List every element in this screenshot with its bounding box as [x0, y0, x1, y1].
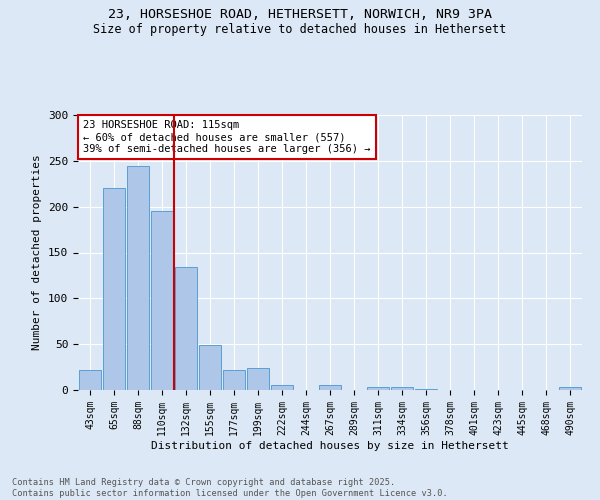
Text: Contains HM Land Registry data © Crown copyright and database right 2025.
Contai: Contains HM Land Registry data © Crown c… — [12, 478, 448, 498]
Bar — [223, 370, 245, 390]
Bar — [127, 166, 149, 390]
Bar — [415, 389, 437, 390]
Text: 23, HORSESHOE ROAD, HETHERSETT, NORWICH, NR9 3PA: 23, HORSESHOE ROAD, HETHERSETT, NORWICH,… — [108, 8, 492, 20]
Bar — [367, 387, 389, 390]
X-axis label: Distribution of detached houses by size in Hethersett: Distribution of detached houses by size … — [151, 440, 509, 450]
Bar — [151, 211, 173, 390]
Text: 23 HORSESHOE ROAD: 115sqm
← 60% of detached houses are smaller (557)
39% of semi: 23 HORSESHOE ROAD: 115sqm ← 60% of detac… — [83, 120, 371, 154]
Text: Size of property relative to detached houses in Hethersett: Size of property relative to detached ho… — [94, 22, 506, 36]
Bar — [319, 384, 341, 390]
Bar — [271, 386, 293, 390]
Bar — [199, 345, 221, 390]
Y-axis label: Number of detached properties: Number of detached properties — [32, 154, 43, 350]
Bar — [391, 387, 413, 390]
Bar — [559, 387, 581, 390]
Bar — [103, 188, 125, 390]
Bar — [247, 368, 269, 390]
Bar — [175, 267, 197, 390]
Bar — [79, 370, 101, 390]
